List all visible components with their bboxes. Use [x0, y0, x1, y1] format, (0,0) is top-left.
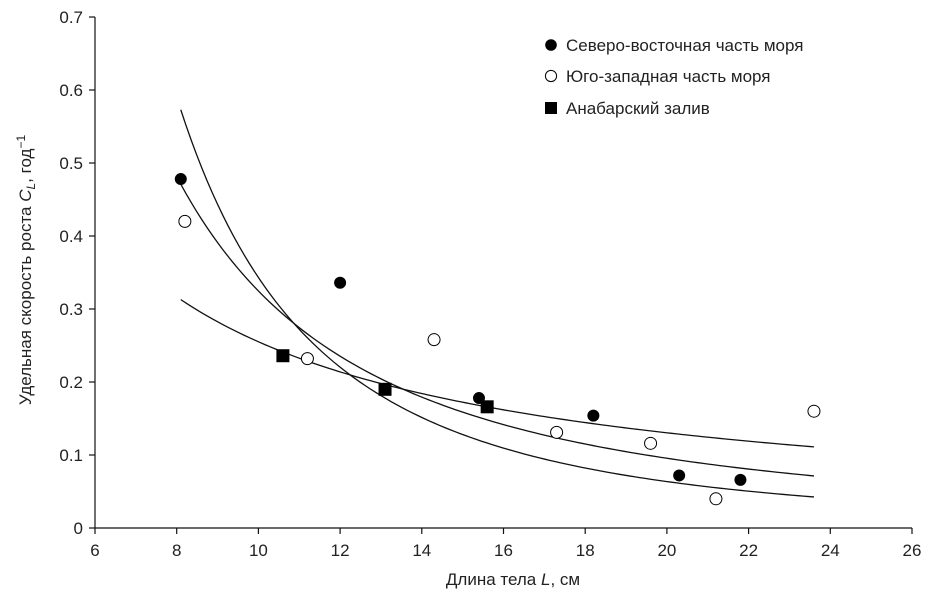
x-tick-label: 14 — [412, 541, 431, 560]
point-southwest — [427, 333, 441, 347]
x-tick-label: 12 — [331, 541, 350, 560]
legend-marker-southwest — [544, 69, 558, 83]
y-tick-label: 0.6 — [59, 81, 83, 100]
y-ticks: 0 0.1 0.2 0.3 0.4 0.5 0.6 0.7 — [59, 8, 95, 538]
y-tick-label: 0.4 — [59, 227, 83, 246]
y-tick-label: 0.1 — [59, 446, 83, 465]
legend-marker-northeast — [545, 39, 557, 51]
point-southwest — [550, 425, 564, 439]
point-northeast — [673, 469, 686, 482]
point-northeast — [174, 173, 187, 186]
x-axis-label: Длина тела L, см — [446, 570, 580, 589]
x-tick-label: 8 — [172, 541, 181, 560]
data-points — [174, 173, 821, 506]
legend-label-southwest: Юго-западная часть моря — [566, 67, 771, 86]
x-tick-label: 24 — [821, 541, 840, 560]
fit-curves — [180, 109, 815, 498]
fit-curve-1 — [180, 109, 815, 498]
fit-curve-2 — [180, 183, 815, 477]
legend-marker-anabar — [545, 102, 557, 114]
x-tick-label: 10 — [249, 541, 268, 560]
y-tick-label: 0.2 — [59, 373, 83, 392]
point-southwest — [178, 214, 192, 228]
point-northeast — [734, 473, 747, 486]
x-ticks: 6 8 10 12 14 16 18 20 22 24 26 — [90, 528, 921, 560]
point-southwest — [807, 404, 821, 418]
point-southwest — [300, 352, 314, 366]
x-tick-label: 6 — [90, 541, 99, 560]
point-anabar — [480, 400, 494, 414]
x-tick-label: 20 — [657, 541, 676, 560]
y-tick-label: 0.5 — [59, 154, 83, 173]
y-axis-label: Удельная скорость роста CL, год−1 — [14, 135, 38, 406]
x-tick-label: 16 — [494, 541, 513, 560]
point-southwest — [709, 492, 723, 506]
x-tick-label: 18 — [576, 541, 595, 560]
fit-curve-3 — [180, 299, 815, 448]
x-tick-label: 26 — [903, 541, 922, 560]
legend: Северо-восточная часть моря Юго-западная… — [544, 36, 804, 118]
point-southwest — [644, 436, 658, 450]
point-northeast — [334, 276, 347, 289]
x-tick-label: 22 — [739, 541, 758, 560]
y-tick-label: 0.3 — [59, 300, 83, 319]
y-tick-label: 0 — [74, 519, 83, 538]
legend-label-anabar: Анабарский залив — [566, 99, 710, 118]
point-anabar — [378, 382, 392, 396]
axes — [94, 17, 912, 529]
y-tick-label: 0.7 — [59, 8, 83, 27]
legend-label-northeast: Северо-восточная часть моря — [566, 36, 804, 55]
point-anabar — [276, 349, 290, 363]
point-northeast — [587, 409, 600, 422]
